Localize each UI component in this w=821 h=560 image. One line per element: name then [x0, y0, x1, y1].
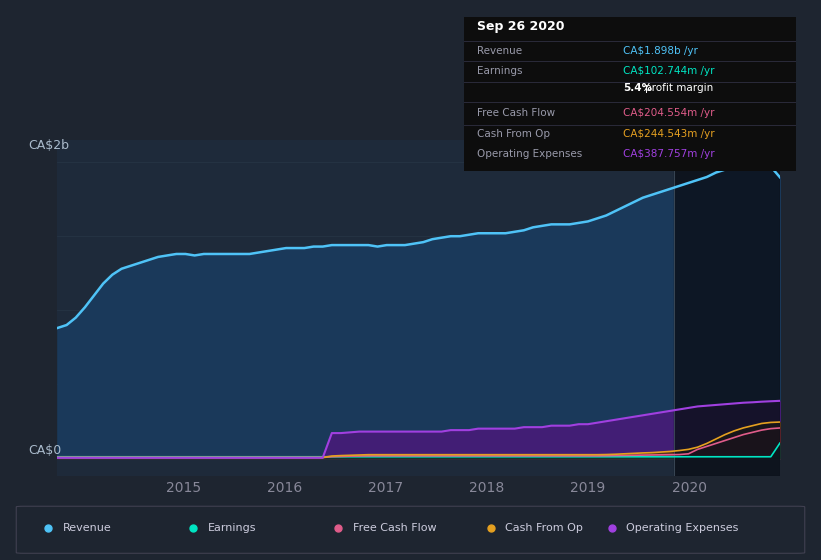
Text: Cash From Op: Cash From Op — [477, 129, 550, 139]
Text: CA$204.554m /yr: CA$204.554m /yr — [623, 108, 715, 118]
Text: Free Cash Flow: Free Cash Flow — [477, 108, 555, 118]
Text: profit margin: profit margin — [645, 83, 713, 93]
Text: CA$102.744m /yr: CA$102.744m /yr — [623, 66, 715, 76]
Text: CA$244.543m /yr: CA$244.543m /yr — [623, 129, 715, 139]
Text: Earnings: Earnings — [477, 66, 523, 76]
Text: Revenue: Revenue — [63, 523, 112, 533]
Text: Cash From Op: Cash From Op — [506, 523, 583, 533]
Text: 5.4%: 5.4% — [623, 83, 653, 93]
Bar — [674, 140, 780, 476]
Text: Operating Expenses: Operating Expenses — [626, 523, 739, 533]
Text: Operating Expenses: Operating Expenses — [477, 149, 582, 159]
Text: Earnings: Earnings — [208, 523, 256, 533]
Text: CA$387.757m /yr: CA$387.757m /yr — [623, 149, 715, 159]
Text: Sep 26 2020: Sep 26 2020 — [477, 20, 565, 33]
Text: CA$0: CA$0 — [29, 444, 62, 458]
Text: Revenue: Revenue — [477, 46, 522, 57]
Text: Free Cash Flow: Free Cash Flow — [352, 523, 436, 533]
Text: CA$2b: CA$2b — [29, 139, 70, 152]
Text: CA$1.898b /yr: CA$1.898b /yr — [623, 46, 699, 57]
